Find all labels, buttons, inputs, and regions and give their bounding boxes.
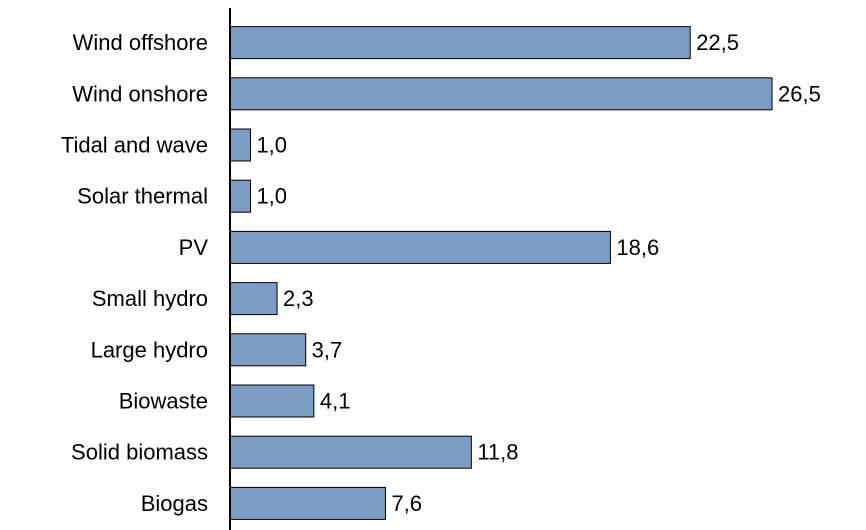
bar (229, 230, 611, 264)
category-label: Large hydro (91, 337, 208, 362)
value-label: 22,5 (696, 30, 739, 55)
value-label: 3,7 (312, 337, 343, 362)
bar (229, 179, 251, 213)
category-label: Solar thermal (77, 184, 208, 209)
category-label: Small hydro (92, 286, 208, 311)
category-label: Solid biomass (71, 440, 208, 465)
value-label: 7,6 (391, 491, 422, 516)
value-label: 4,1 (320, 389, 351, 414)
bar (229, 26, 691, 60)
value-label: 1,0 (256, 133, 287, 158)
bar (229, 333, 307, 367)
bars-group (229, 26, 773, 520)
bar (229, 435, 472, 469)
bar (229, 384, 315, 418)
category-label: Tidal and wave (61, 133, 208, 158)
bar (229, 282, 278, 316)
category-label: Biowaste (119, 389, 208, 414)
bar (229, 128, 251, 162)
category-label: Biogas (141, 491, 208, 516)
value-label: 18,6 (616, 235, 659, 260)
category-label: Wind offshore (73, 30, 208, 55)
category-label: PV (179, 235, 209, 260)
bar (229, 486, 386, 520)
value-label: 2,3 (283, 286, 314, 311)
value-label: 26,5 (778, 81, 821, 106)
value-label: 1,0 (256, 184, 287, 209)
value-label: 11,8 (477, 440, 518, 465)
category-labels-group: Wind offshore Wind onshore Tidal and wave S… (61, 30, 208, 516)
bar (229, 77, 773, 111)
value-labels-group: 22,5 26,5 1,0 1,0 18,6 2,3 3,7 4,1 11,8 7,6 (256, 30, 820, 516)
category-label: Wind onshore (72, 81, 208, 106)
